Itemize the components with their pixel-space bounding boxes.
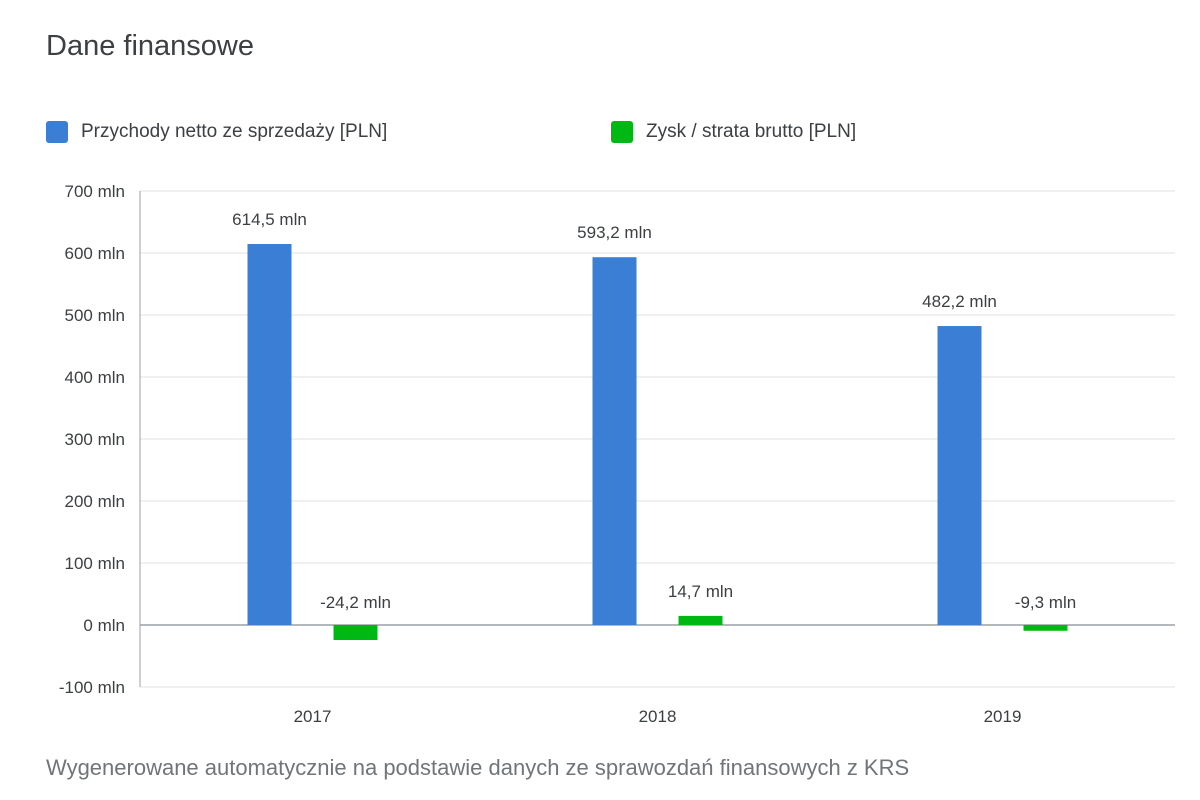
x-axis-tick-labels: 2017 2018 2019 xyxy=(294,707,1022,726)
legend-item-revenue[interactable]: Przychody netto ze sprzedaży [PLN] xyxy=(46,121,387,143)
y-tick-label: 700 mln xyxy=(65,182,125,201)
data-label-revenue-2019: 482,2 mln xyxy=(922,292,997,311)
y-tick-label: 0 mln xyxy=(83,616,125,635)
bar-profit-2019[interactable] xyxy=(1023,625,1068,631)
x-tick-label: 2019 xyxy=(984,707,1022,726)
bar-profit-2017[interactable] xyxy=(333,625,378,641)
legend-item-profit[interactable]: Zysk / strata brutto [PLN] xyxy=(611,121,856,143)
bar-profit-2018[interactable] xyxy=(678,615,723,625)
bar-revenue-2018[interactable] xyxy=(592,257,637,625)
y-tick-label: 100 mln xyxy=(65,554,125,573)
bars xyxy=(247,244,1068,641)
x-tick-label: 2017 xyxy=(294,707,332,726)
grid-lines xyxy=(139,190,1175,688)
data-label-revenue-2018: 593,2 mln xyxy=(577,223,652,242)
legend-swatch-revenue xyxy=(46,121,68,143)
data-label-profit-2017: -24,2 mln xyxy=(320,593,391,612)
data-label-profit-2018: 14,7 mln xyxy=(668,582,733,601)
footer-note: Wygenerowane automatycznie na podstawie … xyxy=(46,755,910,780)
y-tick-label: 500 mln xyxy=(65,306,125,325)
y-axis-tick-labels: -100 mln 0 mln 100 mln 200 mln 300 mln 400 ml… xyxy=(59,182,125,697)
data-label-profit-2019: -9,3 mln xyxy=(1015,593,1076,612)
legend-label-profit: Zysk / strata brutto [PLN] xyxy=(646,121,857,142)
legend-swatch-profit xyxy=(611,121,633,143)
data-labels: 614,5 mln -24,2 mln 593,2 mln 14,7 mln 482,2… xyxy=(232,210,1076,612)
y-tick-label: -100 mln xyxy=(59,678,125,697)
y-tick-label: 300 mln xyxy=(65,430,125,449)
y-tick-label: 600 mln xyxy=(65,244,125,263)
x-tick-label: 2018 xyxy=(639,707,677,726)
bar-revenue-2017[interactable] xyxy=(247,244,292,625)
y-tick-label: 400 mln xyxy=(65,368,125,387)
chart-title: Dane finansowe xyxy=(46,30,254,62)
data-label-revenue-2017: 614,5 mln xyxy=(232,210,307,229)
bar-revenue-2019[interactable] xyxy=(937,326,982,625)
y-tick-label: 200 mln xyxy=(65,492,125,511)
legend-label-revenue: Przychody netto ze sprzedaży [PLN] xyxy=(81,121,388,142)
